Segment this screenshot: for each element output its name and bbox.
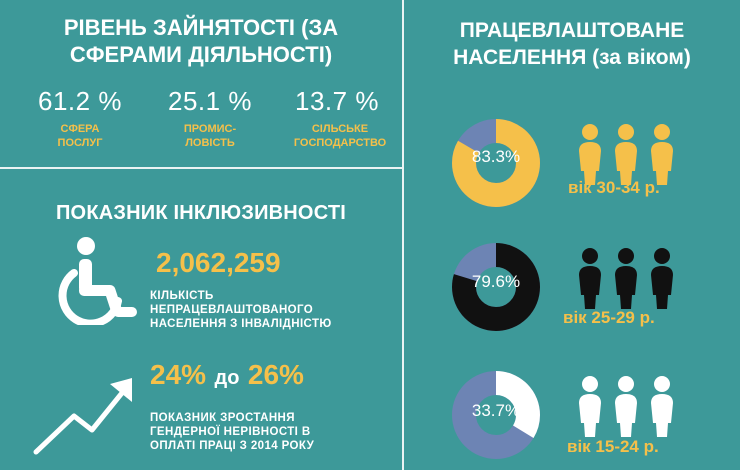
gender-gap-range: 24% до 26%: [150, 359, 304, 391]
donut-value-segment: [452, 119, 540, 207]
age-label-30-34: вік 30-34 р.: [568, 178, 660, 197]
person-icon: [651, 248, 673, 309]
stat-value: 61.2 %: [38, 86, 122, 116]
donut-label-25-29: 79.6%: [471, 272, 521, 291]
inclusion-title: ПОКАЗНИК ІНКЛЮЗИВНОСТІ: [55, 202, 347, 224]
person-icon: [615, 248, 637, 309]
person-icon: [651, 124, 673, 185]
gap-connector: до: [214, 367, 240, 389]
stat-label: СІЛЬСЬКЕ ГОСПОДАРСТВО: [293, 123, 387, 149]
horizontal-divider: [0, 167, 402, 169]
donut-label-15-24: 33.7%: [471, 401, 521, 420]
gap-to: 26%: [247, 359, 304, 390]
disabled-caption: КІЛЬКІСТЬ НЕПРАЦЕВЛАШТОВАНОГО НАСЕЛЕННЯ …: [150, 290, 332, 330]
person-icon: [579, 124, 601, 185]
donut-value-segment: [452, 371, 540, 459]
trend-up-arrow-icon: [33, 378, 132, 455]
donut-label-30-34: 83.3%: [471, 147, 521, 166]
stat-label: ПРОМИС- ЛОВІСТЬ: [183, 123, 237, 149]
disabled-count: 2,062,259: [156, 247, 281, 278]
employment-title: РІВЕНЬ ЗАЙНЯТОСТІ (ЗА СФЕРАМИ ДІЯЛЬНОСТІ…: [63, 15, 339, 67]
gender-gap-caption: ПОКАЗНИК ЗРОСТАННЯ ГЕНДЕРНОЇ НЕРІВНОСТІ …: [150, 412, 315, 452]
stat-value: 13.7 %: [295, 86, 379, 116]
person-icon: [615, 376, 637, 437]
age-label-25-29: вік 25-29 р.: [563, 308, 655, 327]
vertical-divider: [402, 0, 404, 470]
gap-from: 24%: [150, 359, 207, 390]
person-icon: [615, 124, 637, 185]
stat-label: СФЕРА ПОСЛУГ: [57, 123, 103, 149]
person-icon: [579, 248, 601, 309]
age-label-15-24: вік 15-24 р.: [567, 437, 659, 456]
person-icon: [579, 376, 601, 437]
donut-value-segment: [452, 243, 540, 331]
age-donut-charts: [452, 119, 673, 459]
wheelchair-icon: [58, 237, 137, 325]
employed-by-age-title: ПРАЦЕВЛАШТОВАНЕ НАСЕЛЕННЯ (за віком): [453, 19, 691, 69]
person-icon: [651, 376, 673, 437]
stat-value: 25.1 %: [168, 86, 252, 116]
